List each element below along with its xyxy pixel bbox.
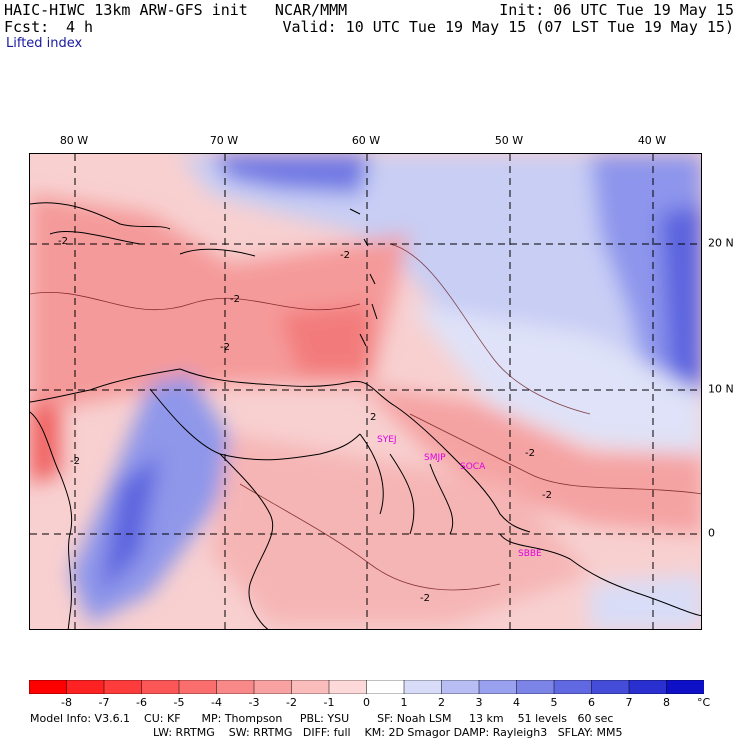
forecast-hour-value: 4 h <box>66 18 94 36</box>
contour-label: -2 <box>525 448 535 459</box>
station-syej: SYEJ <box>377 435 397 445</box>
colorbar-unit: °C <box>697 696 711 709</box>
colorbar-tick-label: 7 <box>625 696 633 709</box>
colorbar-swatch <box>516 680 555 694</box>
contour-label: -2 <box>230 294 240 305</box>
colorbar-swatch <box>666 680 704 694</box>
colorbar-tick-label: -7 <box>98 696 110 709</box>
lat-label-20n: 20 N <box>708 236 734 250</box>
contour-label: -2 <box>340 250 350 261</box>
field-name: Lifted index <box>6 36 83 51</box>
run-title: HAIC-HIWC 13km ARW-GFS init NCAR/MMM <box>4 1 348 19</box>
colorbar-swatch <box>66 680 105 694</box>
colorbar-swatch <box>366 680 405 694</box>
contour-labels: -2 -2 -2 -2 -2 -2 2 -2 -2 <box>58 236 552 604</box>
station-sbbe: SBBE <box>518 549 542 559</box>
lon-label-80w: 80 W <box>59 134 89 147</box>
colorbar-tick-label: 6 <box>588 696 595 709</box>
colorbar-swatch <box>178 680 218 694</box>
contour-label: 2 <box>370 412 376 423</box>
colorbar-swatch <box>216 680 255 694</box>
colorbar-swatch <box>403 680 443 694</box>
colorbar-tick-label: -8 <box>61 696 72 709</box>
colorbar-tick-label: -3 <box>248 696 260 709</box>
valid-time: Valid: 10 UTC Tue 19 May 15 (07 LST Tue … <box>282 18 734 36</box>
forecast-hour-label: Fcst: <box>4 18 50 36</box>
colorbar-tick-label: 1 <box>400 696 408 709</box>
station-labels: SYEJ SMJP SOCA SBBE <box>377 435 542 559</box>
lifted-index-map: -2 -2 -2 -2 -2 -2 2 -2 -2 SYEJ SMJP SOCA… <box>29 153 702 630</box>
lon-label-50w: 50 W <box>494 134 524 147</box>
coastlines <box>30 202 701 629</box>
colorbar-swatch <box>29 680 68 694</box>
colorbar-swatch <box>328 680 368 694</box>
colorbar-swatch <box>103 680 143 694</box>
colorbar-swatch <box>441 680 480 694</box>
colorbar <box>29 680 704 694</box>
contour-lines <box>30 243 701 591</box>
colorbar-swatch <box>291 680 330 694</box>
colorbar-swatch <box>628 680 668 694</box>
contour-label: -2 <box>70 456 80 467</box>
lon-label-60w: 60 W <box>351 134 381 147</box>
contour-label: -2 <box>58 236 68 247</box>
colorbar-tick-label: -5 <box>173 696 185 709</box>
contour-label: -2 <box>420 593 430 604</box>
contour-label: -2 <box>542 490 552 501</box>
colorbar-tick-label: 3 <box>475 696 483 709</box>
station-smjp: SMJP <box>424 453 446 463</box>
lat-label-10n: 10 N <box>708 382 734 396</box>
lat-lon-grid <box>30 154 701 629</box>
colorbar-tick-label: -6 <box>136 696 147 709</box>
colorbar-swatch <box>141 680 180 694</box>
colorbar-tick-label: 5 <box>550 696 558 709</box>
colorbar-tick-label: -4 <box>211 696 222 709</box>
model-info-line-2: LW: RRTMG SW: RRTMG DIFF: full KM: 2D Sm… <box>153 726 623 739</box>
init-time: Init: 06 UTC Tue 19 May 15 <box>499 1 734 19</box>
colorbar-tick-label: -2 <box>286 696 297 709</box>
lat-label-0: 0 <box>708 526 715 540</box>
colorbar-swatch <box>553 680 593 694</box>
colorbar-tick-label: -1 <box>323 696 335 709</box>
colorbar-tick-label: 8 <box>663 696 670 709</box>
colorbar-tick-label: 2 <box>438 696 445 709</box>
colorbar-tick-label: 4 <box>513 696 520 709</box>
station-soca: SOCA <box>460 462 486 472</box>
contour-label: -2 <box>220 342 230 353</box>
model-info-line-1: Model Info: V3.6.1 CU: KF MP: Thompson P… <box>30 712 614 725</box>
lon-label-70w: 70 W <box>209 134 239 147</box>
map-canvas: -2 -2 -2 -2 -2 -2 2 -2 -2 SYEJ SMJP SOCA… <box>30 154 701 629</box>
colorbar-tick-label: 0 <box>363 696 370 709</box>
lon-label-40w: 40 W <box>637 134 667 147</box>
shading-layer <box>30 154 701 629</box>
colorbar-swatch <box>253 680 293 694</box>
colorbar-swatch <box>591 680 630 694</box>
colorbar-swatch <box>478 680 518 694</box>
